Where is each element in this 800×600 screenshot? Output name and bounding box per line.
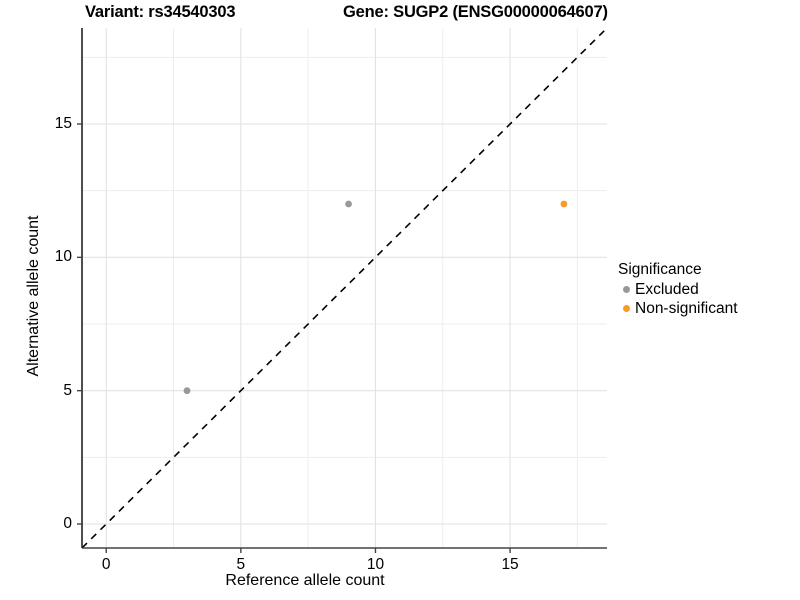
identity-reference-line (82, 28, 607, 548)
data-point (560, 200, 568, 208)
legend-item-label: Excluded (635, 281, 699, 298)
legend: Significance Excluded Non-significant (618, 260, 796, 318)
variant-title: Variant: rs34540303 (85, 3, 236, 21)
x-tick-label: 10 (366, 556, 385, 573)
data-points (183, 200, 568, 395)
x-tick-label: 0 (101, 556, 111, 573)
y-tick-label: 15 (54, 115, 72, 132)
x-tick-label: 5 (236, 556, 246, 573)
y-tick-label: 5 (63, 381, 72, 399)
plot-canvas (82, 28, 607, 548)
y-tick-label: 10 (54, 248, 72, 266)
legend-items: Excluded Non-significant (618, 280, 796, 318)
y-axis-title: Alternative allele count (25, 215, 42, 377)
legend-item[interactable]: Excluded (618, 280, 796, 299)
legend-marker-icon (618, 299, 635, 318)
x-tick-label: 15 (501, 556, 519, 573)
major-gridlines (82, 28, 607, 548)
gene-title: Gene: SUGP2 (ENSG00000064607) (343, 3, 608, 21)
x-axis-title: Reference allele count (225, 572, 385, 589)
plot-title-row: Variant: rs34540303 Gene: SUGP2 (ENSG000… (0, 3, 800, 27)
plot-panel (82, 28, 607, 548)
legend-item-label: Non-significant (635, 300, 738, 317)
y-tick-label: 0 (63, 515, 72, 532)
data-point (183, 387, 191, 395)
legend-item[interactable]: Non-significant (618, 299, 796, 318)
minor-gridlines (82, 28, 607, 548)
legend-marker-icon (618, 280, 635, 299)
data-point (345, 200, 352, 208)
legend-title: Significance (618, 261, 702, 278)
